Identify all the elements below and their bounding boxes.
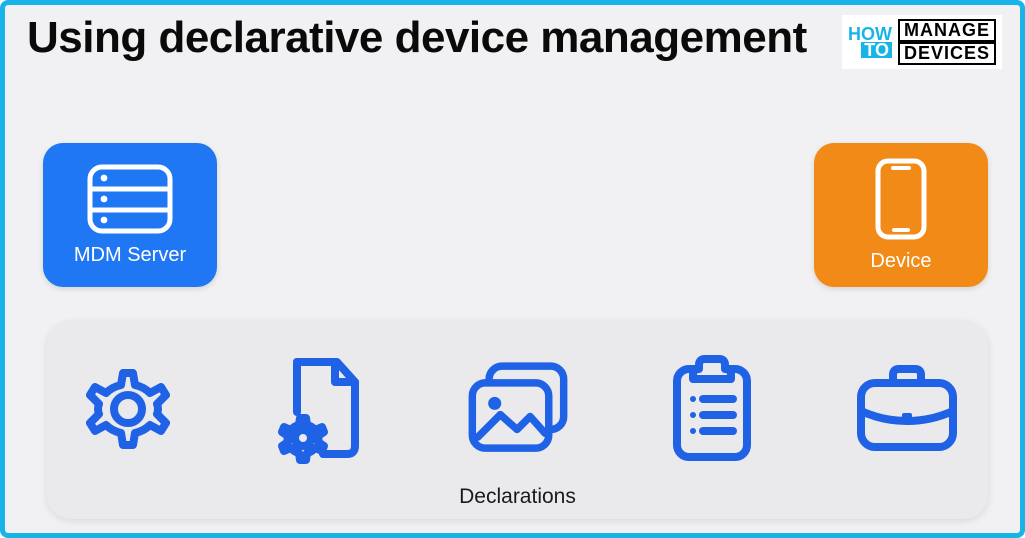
logo-right: MANAGE DEVICES	[898, 19, 996, 65]
declarations-icons-row	[73, 337, 962, 481]
slide-frame: Using declarative device management HOW …	[0, 0, 1025, 538]
server-icon	[87, 164, 173, 234]
logo-devices: DEVICES	[898, 42, 996, 65]
mdm-server-label: MDM Server	[74, 244, 186, 267]
gear-icon	[73, 359, 183, 459]
briefcase-icon	[852, 363, 962, 455]
declarations-caption: Declarations	[459, 485, 576, 509]
photos-icon	[463, 357, 573, 461]
logo-to: TO	[861, 42, 892, 58]
page-title: Using declarative device management	[27, 13, 807, 63]
mdm-server-tile: MDM Server	[43, 143, 217, 287]
logo-left: HOW TO	[848, 26, 892, 58]
device-tile: Device	[814, 143, 988, 287]
device-label: Device	[870, 250, 931, 273]
brand-logo: HOW TO MANAGE DEVICES	[842, 15, 1002, 69]
logo-manage: MANAGE	[898, 19, 996, 42]
smartphone-icon	[874, 158, 928, 240]
declarations-tray: Declarations	[47, 321, 988, 519]
clipboard-list-icon	[657, 355, 767, 463]
file-gear-icon	[268, 354, 378, 464]
